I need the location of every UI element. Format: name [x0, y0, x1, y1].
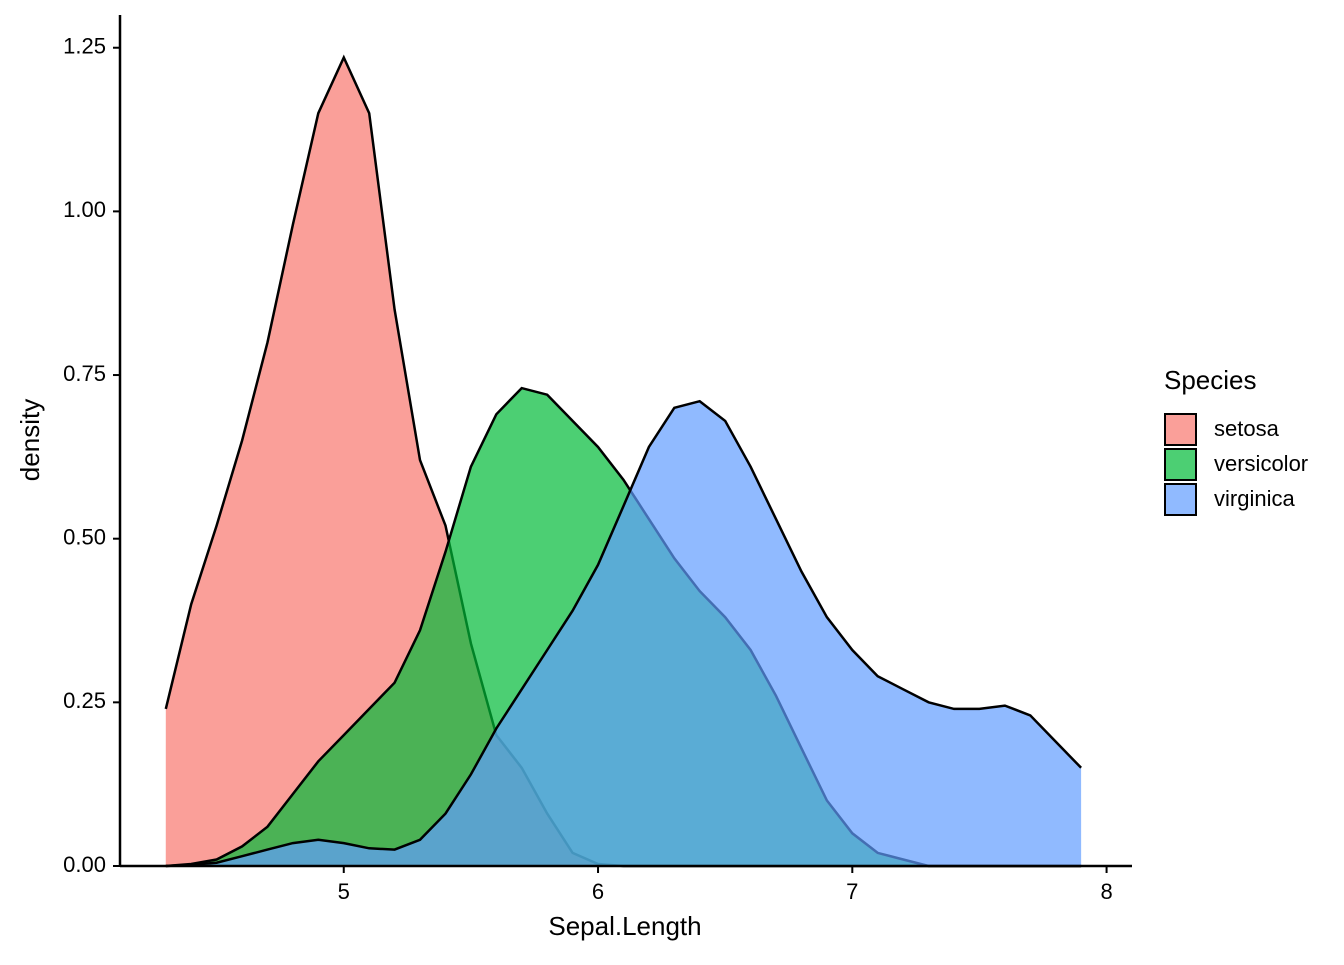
y-tick-label: 0.00 [63, 852, 106, 877]
x-tick-label: 7 [846, 879, 858, 904]
y-tick-label: 0.25 [63, 688, 106, 713]
legend-label: virginica [1214, 486, 1295, 511]
x-tick-label: 6 [592, 879, 604, 904]
legend-label: versicolor [1214, 451, 1308, 476]
y-axis-title: density [15, 399, 45, 481]
density-area [165, 401, 1082, 866]
x-tick-label: 5 [338, 879, 350, 904]
legend-title: Species [1164, 365, 1257, 395]
x-axis-title: Sepal.Length [548, 911, 701, 941]
y-tick-label: 0.50 [63, 525, 106, 550]
density-line [165, 399, 1082, 868]
y-tick-label: 1.25 [63, 34, 106, 59]
x-tick-label: 8 [1100, 879, 1112, 904]
legend-label: setosa [1214, 416, 1280, 441]
legend-key [1164, 413, 1197, 446]
legend-key [1164, 483, 1197, 516]
density-area [165, 57, 1082, 866]
legend-key [1164, 448, 1197, 481]
y-tick-label: 0.75 [63, 361, 106, 386]
y-tick-label: 1.00 [63, 197, 106, 222]
